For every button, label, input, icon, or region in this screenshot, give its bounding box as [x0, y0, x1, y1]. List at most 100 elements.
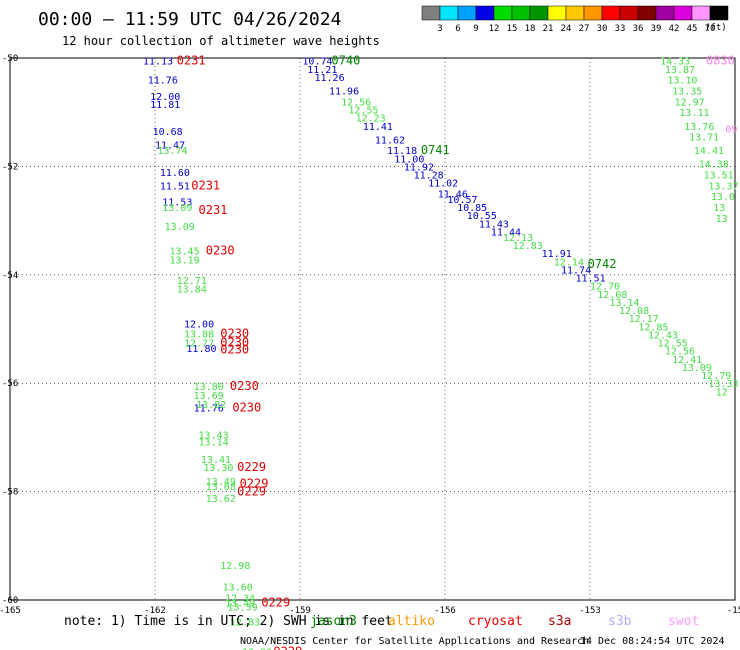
wave-height-label: 13.76	[684, 122, 714, 133]
wave-height-label: 13.45	[170, 246, 200, 257]
footer-credit: NOAA/NESDIS Center for Satellite Applica…	[240, 636, 589, 647]
colorbar-swatch	[547, 5, 567, 21]
colorbar-label: 24	[561, 24, 572, 34]
wave-height-label: 09	[725, 124, 737, 135]
wave-height-label: 10.68	[153, 127, 183, 138]
x-tick-label: -15	[727, 606, 740, 616]
colorbar-swatch	[709, 5, 729, 21]
pass-time-label: 0230	[220, 336, 249, 350]
wave-height-label: 13.60	[223, 582, 253, 593]
wave-height-label: 11.47	[155, 141, 185, 152]
colorbar-swatch	[457, 5, 477, 21]
wave-height-label: 13.09	[682, 363, 712, 374]
note-text: note: 1) Time is in UTC; 2) SWH is in fe…	[64, 614, 393, 629]
wave-height-label: 12.14	[554, 257, 584, 268]
pass-time-label: 0230	[220, 326, 249, 340]
colorbar-label: 15	[507, 24, 518, 34]
wave-height-label: 11.51	[160, 181, 190, 192]
wave-height-label: 13.80	[194, 382, 224, 393]
wave-height-label: 11.96	[329, 87, 359, 98]
wave-height-label: 11.28	[414, 171, 444, 182]
wave-height-label: 11.02	[428, 179, 458, 190]
wave-height-label: 13.62	[206, 494, 236, 505]
colorbar-label: 39	[651, 24, 662, 34]
x-tick-label: -162	[144, 606, 166, 616]
wave-height-label: 12.55	[658, 339, 688, 350]
pass-time-label: 0231	[191, 178, 220, 192]
satellite-s3b: s3b	[608, 614, 632, 629]
wave-height-label: 10.55	[467, 211, 497, 222]
wave-height-label: 10.85	[457, 203, 487, 214]
wave-height-label: 13.0	[711, 192, 735, 203]
colorbar-swatch	[421, 5, 441, 21]
x-tick-label: -153	[579, 606, 601, 616]
y-tick-label: -58	[2, 488, 18, 498]
wave-height-label: 13.14	[609, 298, 639, 309]
colorbar-swatch	[691, 5, 711, 21]
wave-height-label: 10.57	[447, 195, 477, 206]
pass-time-label: 0229	[240, 476, 269, 490]
wave-height-label: 13.49	[225, 599, 255, 610]
colorbar-label: 18	[525, 24, 536, 34]
wave-height-label: 12.08	[619, 306, 649, 317]
colorbar-label: 27	[579, 24, 590, 34]
wave-height-label: 11.46	[438, 190, 468, 201]
time-labels: 0231023102310230023002300230023002300229…	[177, 54, 735, 650]
colorbar-label: 36	[633, 24, 644, 34]
wave-height-label: 13.30	[203, 463, 233, 474]
satellite-s3a: s3a	[548, 614, 571, 629]
wave-height-label: 13.41	[201, 455, 231, 466]
wave-height-label: 13	[713, 203, 725, 214]
wave-height-label: 13.49	[206, 477, 236, 488]
pass-time-label: 0230	[206, 243, 235, 257]
pass-time-label: 0229	[237, 485, 266, 499]
plot-frame	[9, 57, 736, 601]
colorbar-swatch	[673, 5, 693, 21]
wave-height-label: 12.23	[356, 114, 386, 125]
satellite-swot: swot	[668, 614, 699, 629]
y-tick-label: -54	[2, 271, 18, 281]
wave-height-label: 12.56	[341, 97, 371, 108]
y-tick-label: -52	[2, 162, 18, 172]
colorbar-label: 9	[473, 24, 478, 34]
wave-height-label: 11.91	[542, 249, 572, 260]
wave-height-label: 12.83	[230, 618, 260, 629]
footer-timestamp: 14 Dec 08:24:54 UTC 2024	[580, 636, 725, 647]
wave-height-label: 13.19	[170, 256, 200, 267]
wave-height-label: 11.60	[160, 168, 190, 179]
wave-height-label: 11.62	[375, 135, 405, 146]
chart-subtitle: 12 hour collection of altimeter wave hei…	[62, 34, 380, 48]
wave-height-label: 11.76	[148, 76, 178, 87]
colorbar-swatch	[583, 5, 603, 21]
wave-height-label: 11.53	[162, 198, 192, 209]
data-points: 11.1311.7612.0011.8110.6811.4711.6011.51…	[143, 57, 739, 650]
pass-time-label: 0231	[199, 203, 228, 217]
y-tick-label: -50	[2, 54, 18, 64]
wave-height-label: 11.00	[394, 154, 424, 165]
wave-height-label: 11.74	[561, 265, 591, 276]
satellite-altiko: altiko	[388, 614, 435, 629]
wave-height-label: 11.26	[315, 73, 345, 84]
wave-height-label: 13.33	[708, 379, 738, 390]
pass-time-label: 0230	[232, 401, 261, 415]
satellite-legend: jason3 altiko cryosat s3a s3b swot	[310, 614, 699, 629]
plot-grid	[10, 58, 735, 600]
wave-height-label: 12.97	[675, 97, 705, 108]
wave-height-label: 14.41	[694, 146, 724, 157]
wave-height-label: 13.88	[184, 329, 214, 340]
colorbar-swatch	[655, 5, 675, 21]
wave-height-label: 13.82	[196, 400, 226, 411]
x-tick-label: -165	[0, 606, 21, 616]
colorbar-label: 6	[455, 24, 460, 34]
wave-height-label: 13.69	[194, 391, 224, 402]
wave-height-label: 13.43	[199, 431, 229, 442]
colorbar-swatch	[637, 5, 657, 21]
wave-height-label: 11.81	[150, 100, 180, 111]
y-tick-label: -56	[2, 379, 18, 389]
colorbar-swatch	[511, 5, 531, 21]
wave-height-label: 12.34	[225, 593, 255, 604]
wave-height-label: 11.92	[404, 162, 434, 173]
wave-height-label: 11.41	[363, 122, 393, 133]
